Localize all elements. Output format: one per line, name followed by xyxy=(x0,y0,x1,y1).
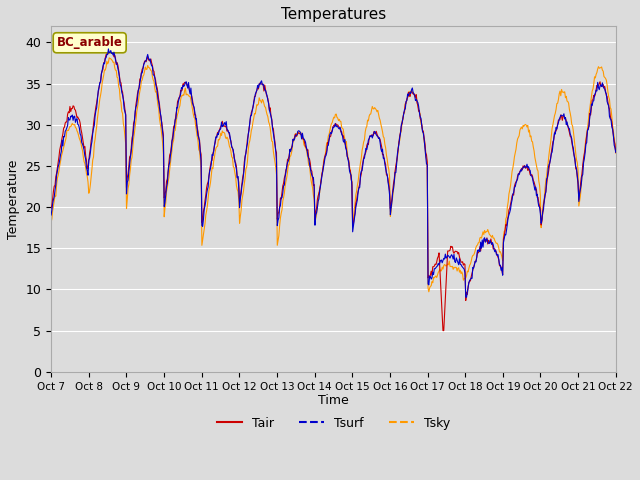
Tsky xyxy=(116,96,124,102)
Tair xyxy=(612,150,620,156)
Tsky xyxy=(173,111,181,117)
Tair xyxy=(204,181,211,187)
Tsurf xyxy=(173,105,181,111)
Title: Temperatures: Temperatures xyxy=(281,7,386,22)
Tsky xyxy=(106,55,113,61)
Tair xyxy=(58,140,65,145)
Tsky xyxy=(204,203,211,208)
Tair xyxy=(116,79,124,85)
X-axis label: Time: Time xyxy=(318,394,349,408)
Tsurf xyxy=(204,187,211,192)
Legend: Tair, Tsurf, Tsky: Tair, Tsurf, Tsky xyxy=(212,412,455,435)
Tair xyxy=(106,48,113,53)
Tair xyxy=(439,328,447,334)
Tsky xyxy=(419,131,427,136)
Tsurf xyxy=(463,294,470,300)
Tsurf xyxy=(612,149,620,155)
Text: BC_arable: BC_arable xyxy=(57,36,123,49)
Line: Tsky: Tsky xyxy=(51,58,616,292)
Tsky xyxy=(403,96,411,102)
Tsurf xyxy=(58,149,65,155)
Tsurf xyxy=(403,98,411,104)
Tsurf xyxy=(116,82,124,88)
Tsky xyxy=(425,289,433,295)
Tsky xyxy=(58,154,65,159)
Tsky xyxy=(47,219,55,225)
Tair xyxy=(403,96,411,102)
Tsurf xyxy=(47,212,55,218)
Y-axis label: Temperature: Temperature xyxy=(7,159,20,239)
Tair xyxy=(419,128,427,134)
Tsurf xyxy=(104,46,112,52)
Tsurf xyxy=(419,130,427,136)
Tsky xyxy=(612,150,620,156)
Line: Tsurf: Tsurf xyxy=(51,49,616,297)
Line: Tair: Tair xyxy=(51,50,616,331)
Tair xyxy=(173,99,181,105)
Tair xyxy=(47,205,55,211)
